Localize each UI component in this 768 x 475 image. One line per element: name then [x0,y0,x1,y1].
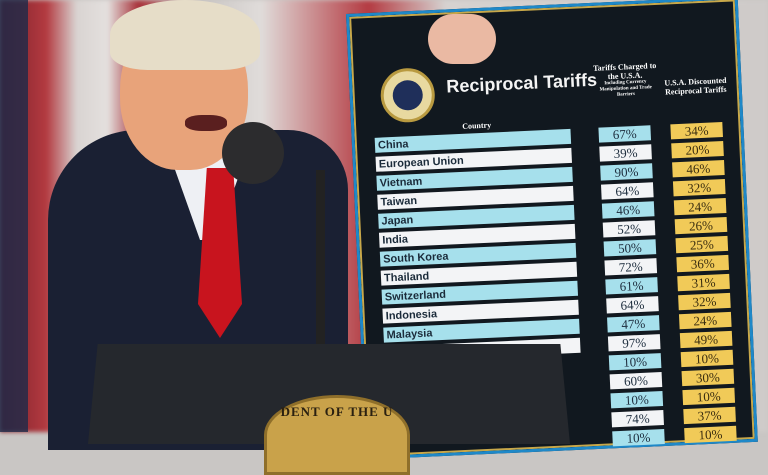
table-row: Switzerland 61% 31% [381,273,730,309]
charged-cell: 64% [601,182,654,200]
discounted-cell: 37% [683,406,736,425]
charged-cell: 90% [600,163,653,181]
charged-cell: 50% [603,239,657,257]
charged-cell: 10% [610,391,664,409]
podium-seal-text: DENT OF THE U [280,404,394,419]
speaker [40,0,370,450]
presidential-seal-icon [379,67,436,124]
hand [428,14,496,64]
charged-cell: 61% [605,277,658,295]
table-row: Malaysia 47% 24% [383,311,732,347]
discounted-cell: 32% [672,178,726,197]
discounted-cell: 10% [682,387,736,406]
charged-cell: 39% [599,144,652,162]
hair [110,0,260,70]
table-row: Taiwan 64% 32% [377,178,726,214]
discounted-cell: 26% [674,216,728,235]
country-header: Country [462,120,492,131]
podium-seal: DENT OF THE U [264,395,410,475]
table-row: Vietnam 90% 46% [376,160,725,195]
charged-cell: 74% [611,410,664,428]
board-title: Reciprocal Tariffs [445,69,598,97]
charged-cell: 52% [602,220,656,238]
discounted-header: U.S.A. Discounted Reciprocal Tariffs [664,75,727,97]
charged-cell: 10% [608,353,662,371]
charged-header-text: Tariffs Charged to the U.S.A. [592,60,657,82]
discounted-cell: 46% [672,160,725,178]
discounted-cell: 36% [676,254,730,273]
discounted-cell: 24% [673,197,727,216]
table-row: China 67% 34% [374,122,723,157]
table-row: South Korea 50% 25% [379,235,729,271]
red-tie [198,168,242,338]
charged-header: Tariffs Charged to the U.S.A. Including C… [590,61,662,100]
table-row: Indonesia 64% 32% [382,292,731,328]
charged-cell: 67% [598,125,652,143]
microphone [222,122,284,184]
mouth [185,115,227,131]
discounted-cell: 34% [670,122,723,140]
charged-cell: 47% [607,315,660,333]
discounted-cell: 30% [681,368,735,387]
charged-header-note: Including Currency Manipulation and Trad… [599,79,652,98]
discounted-cell: 32% [678,292,731,311]
discounted-cell: 20% [671,141,724,159]
charged-cell: 46% [601,201,655,219]
charged-cell: 97% [607,334,661,352]
discounted-cell: 25% [675,235,729,254]
flag-canton [0,0,28,432]
discounted-cell: 24% [678,311,732,330]
discounted-cell: 10% [680,349,734,368]
table-row: India 52% 26% [378,216,728,252]
charged-cell: 60% [609,372,663,390]
table-row: Thailand 72% 36% [380,254,730,290]
charged-cell: 72% [604,258,658,276]
microphone-stand [316,170,325,360]
discounted-cell: 49% [679,330,733,349]
table-row: Japan 46% 24% [378,197,727,233]
table-row: European Union 39% 20% [375,141,724,176]
charged-cell: 64% [606,296,659,314]
discounted-cell: 10% [684,425,737,444]
discounted-cell: 31% [677,273,730,292]
